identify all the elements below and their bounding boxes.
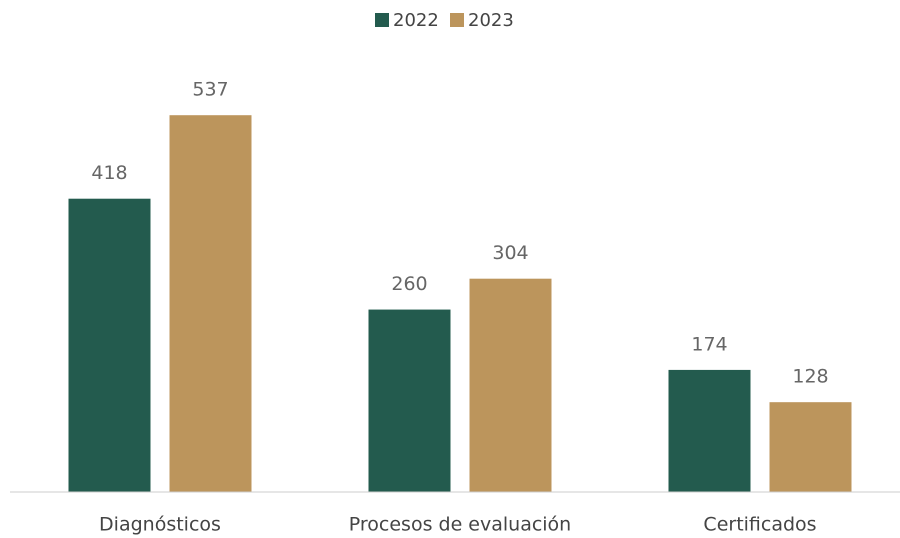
data-label: 418	[91, 162, 127, 184]
bar	[368, 309, 451, 492]
bar	[68, 198, 151, 492]
legend-swatch	[375, 13, 389, 27]
bar	[769, 402, 852, 492]
x-tick-label: Procesos de evaluación	[349, 514, 571, 536]
data-label: 260	[391, 273, 427, 295]
x-tick-label: Certificados	[703, 514, 816, 536]
bar	[469, 278, 552, 492]
legend-swatch	[450, 13, 464, 27]
data-label: 128	[792, 366, 828, 388]
data-label: 537	[192, 79, 228, 101]
legend-label: 2023	[468, 10, 514, 31]
x-tick-label: Diagnósticos	[99, 514, 221, 536]
data-label: 304	[492, 242, 528, 264]
legend-label: 2022	[393, 10, 439, 31]
bar	[668, 369, 751, 492]
data-label: 174	[691, 333, 727, 355]
bar	[169, 115, 252, 492]
